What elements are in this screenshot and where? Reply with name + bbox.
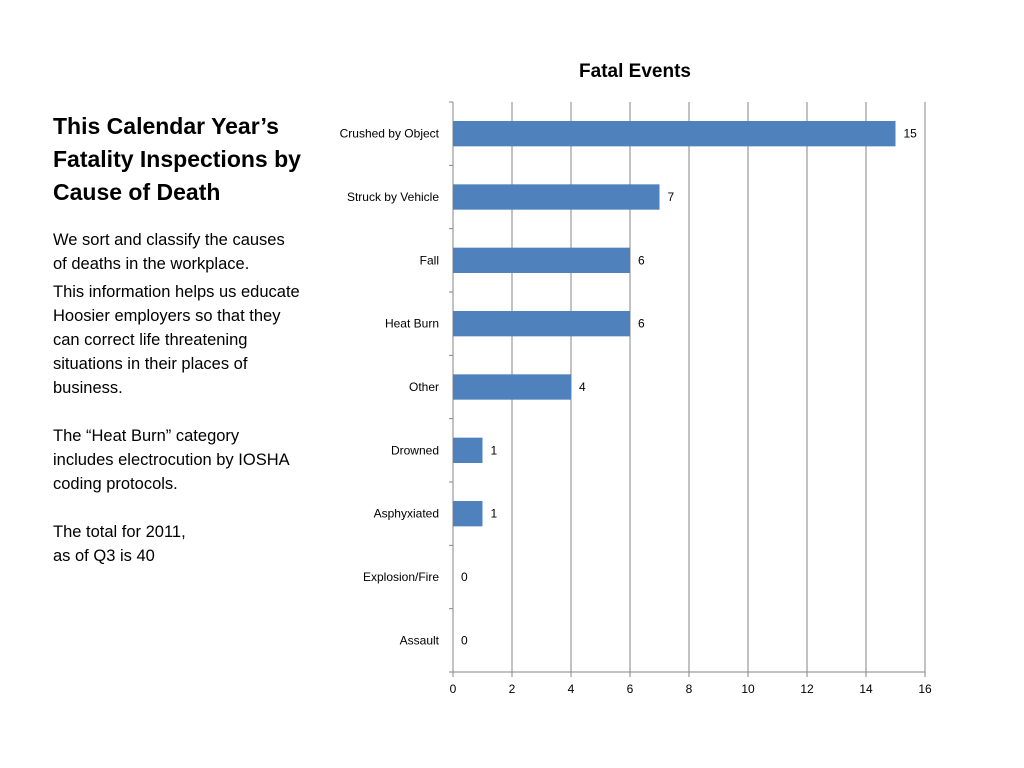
bar-fall — [453, 247, 630, 273]
category-label-heat-burn: Heat Burn — [385, 317, 439, 331]
x-tick-label-2: 2 — [509, 682, 516, 696]
value-label-asphyxiated: 1 — [491, 507, 498, 521]
body-paragraph-heat-burn: The “Heat Burn” category includes electr… — [53, 427, 289, 493]
value-label-heat-burn: 6 — [638, 317, 645, 331]
bars — [453, 121, 896, 527]
body-paragraph-classify: We sort and classify the causes of death… — [53, 231, 285, 273]
x-tick-label-16: 16 — [918, 682, 932, 696]
slide-title: This Calendar Year’s Fatality Inspection… — [53, 113, 301, 205]
bar-other — [453, 374, 571, 400]
value-label-fall: 6 — [638, 253, 645, 267]
bar-asphyxiated — [453, 501, 483, 527]
value-label-struck-by-vehicle: 7 — [668, 190, 675, 204]
body-paragraph-educate: This information helps us educate Hoosie… — [53, 283, 300, 397]
x-tick-label-10: 10 — [741, 682, 755, 696]
bar-crushed-by-object — [453, 121, 896, 147]
chart-title: Fatal Events — [579, 61, 691, 82]
x-tick-label-4: 4 — [568, 682, 575, 696]
bar-heat-burn — [453, 311, 630, 337]
x-tick-label-12: 12 — [800, 682, 814, 696]
value-label-explosion-fire: 0 — [461, 570, 468, 584]
bar-drowned — [453, 437, 483, 463]
value-label-crushed-by-object: 15 — [904, 127, 918, 141]
value-label-drowned: 1 — [491, 443, 498, 457]
slide-body: We sort and classify the causes of death… — [53, 228, 303, 568]
category-label-fall: Fall — [420, 253, 439, 267]
category-label-crushed-by-object: Crushed by Object — [340, 127, 440, 141]
body-paragraph-total: The total for 2011, as of Q3 is 40 — [53, 523, 186, 565]
category-label-other: Other — [409, 380, 439, 394]
value-label-assault: 0 — [461, 633, 468, 647]
x-tick-label-6: 6 — [627, 682, 634, 696]
x-tick-label-0: 0 — [450, 682, 457, 696]
value-label-other: 4 — [579, 380, 586, 394]
category-label-drowned: Drowned — [391, 443, 439, 457]
category-label-assault: Assault — [400, 633, 440, 647]
x-tick-label-8: 8 — [686, 682, 693, 696]
bar-struck-by-vehicle — [453, 184, 660, 210]
x-tick-label-14: 14 — [859, 682, 873, 696]
category-label-explosion-fire: Explosion/Fire — [363, 570, 439, 584]
category-label-struck-by-vehicle: Struck by Vehicle — [347, 190, 439, 204]
category-label-asphyxiated: Asphyxiated — [374, 507, 439, 521]
